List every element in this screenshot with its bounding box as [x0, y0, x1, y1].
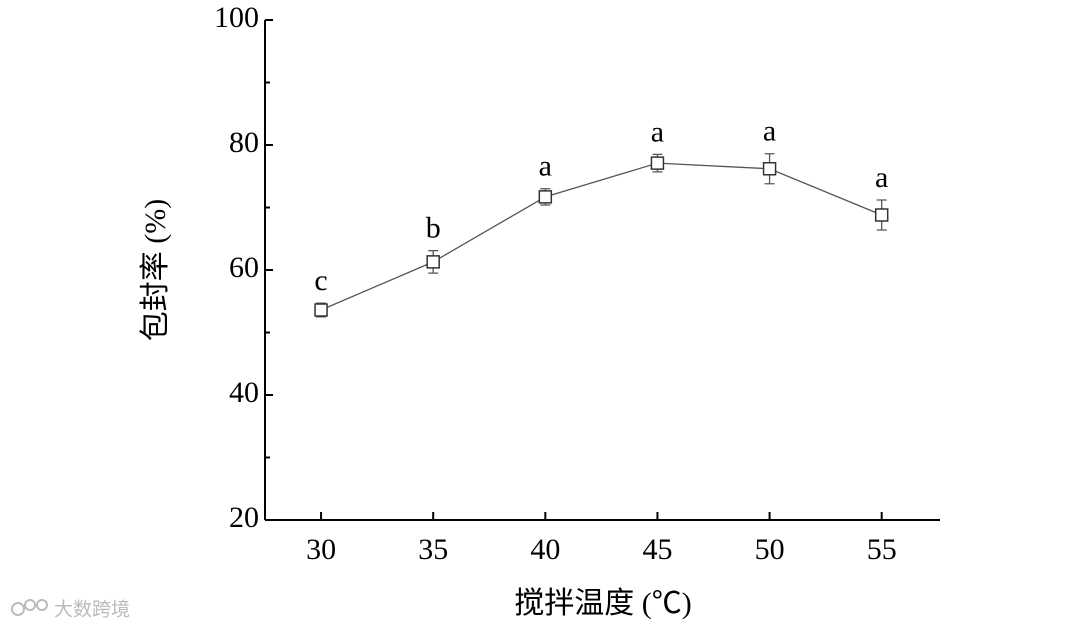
y-tick-label: 60 [229, 251, 259, 284]
x-tick-label: 45 [642, 533, 672, 566]
marker [650, 156, 665, 170]
x-tick-label: 55 [867, 533, 897, 566]
watermark: 大数跨境 [54, 598, 130, 620]
x-axis-label: 搅拌温度 (℃) [514, 587, 691, 620]
annotation: a [763, 115, 776, 148]
annotation: b [426, 212, 441, 245]
x-tick-label: 40 [530, 533, 560, 566]
annotation: c [314, 264, 327, 297]
x-tick-label: 30 [306, 533, 336, 566]
watermark-icon [11, 599, 48, 616]
y-tick-label: 80 [229, 126, 259, 159]
marker [874, 208, 889, 222]
y-tick-label: 20 [229, 501, 259, 534]
marker [426, 255, 440, 269]
annotation: a [539, 150, 552, 183]
y-tick-label: 40 [229, 376, 259, 409]
line [320, 162, 882, 311]
marker [314, 303, 328, 317]
marker [762, 162, 777, 176]
x-tick-label: 35 [418, 533, 448, 566]
annotation: a [875, 161, 888, 194]
y-axis-label: 包封率 (%) [139, 199, 172, 341]
x-tick-label: 50 [755, 533, 785, 566]
y-tick-label: 100 [214, 1, 259, 34]
marker [538, 190, 553, 204]
annotation: a [651, 115, 664, 148]
